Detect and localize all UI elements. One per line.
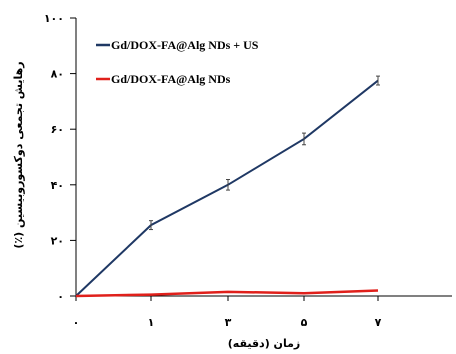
y-tick-label: ۱۰۰ xyxy=(44,12,64,25)
x-ticks xyxy=(75,296,379,301)
axes xyxy=(75,18,452,297)
legend: Gd/DOX-FA@Alg NDs + US Gd/DOX-FA@Alg NDs xyxy=(96,38,259,86)
x-tick-label: ۱ xyxy=(148,316,155,329)
y-tick-label: ۲۰ xyxy=(51,234,64,247)
y-tick-label: ۶۰ xyxy=(51,123,64,136)
x-tick-label: ۰ xyxy=(73,316,80,329)
y-tick-label: ۸۰ xyxy=(51,68,64,81)
x-tick-labels: ۰ ۱ ۳ ۵ ۷ xyxy=(73,316,382,329)
series-line xyxy=(75,79,379,297)
series-layer xyxy=(75,75,380,298)
y-tick-label: ۴۰ xyxy=(51,179,64,192)
legend-label: Gd/DOX-FA@Alg NDs + US xyxy=(111,38,259,52)
legend-label: Gd/DOX-FA@Alg NDs xyxy=(111,72,231,86)
series-line xyxy=(75,289,379,298)
x-tick-label: ۷ xyxy=(375,316,382,329)
y-tick-label: ۰ xyxy=(57,290,64,303)
y-axis-title: رهایش تجمعی دوکسوروبیسین (٪) xyxy=(12,61,25,248)
x-axis-title: زمان (دقیقه) xyxy=(228,337,300,350)
x-tick-label: ۵ xyxy=(301,316,308,329)
x-tick-label: ۳ xyxy=(225,316,232,329)
y-ticks xyxy=(70,17,76,297)
y-tick-labels: ۰ ۲۰ ۴۰ ۶۰ ۸۰ ۱۰۰ xyxy=(44,12,64,303)
